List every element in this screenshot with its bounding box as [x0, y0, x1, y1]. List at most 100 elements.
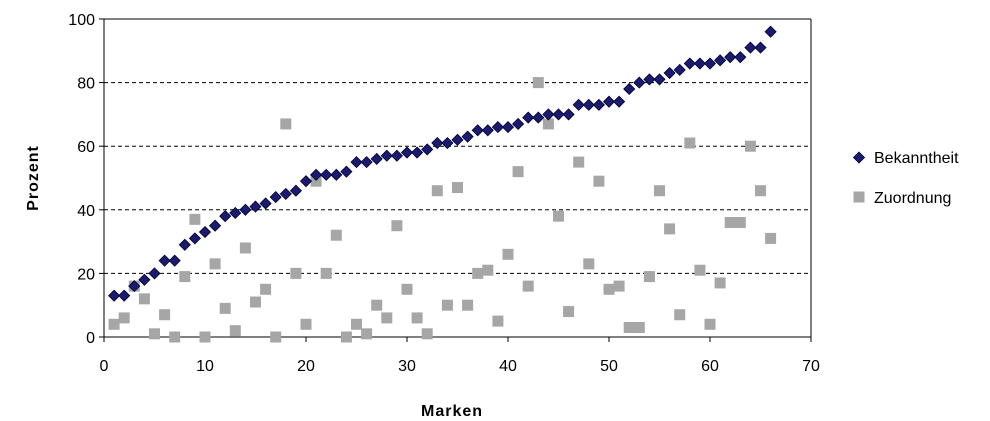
data-point-zuordnung [765, 232, 777, 244]
data-point-zuordnung [431, 185, 443, 197]
y-tick-label: 20 [77, 266, 95, 283]
data-point-zuordnung [330, 229, 342, 241]
data-point-bekanntheit [168, 254, 181, 267]
data-point-bekanntheit [481, 124, 494, 137]
data-point-zuordnung [229, 325, 241, 337]
data-point-zuordnung [411, 312, 423, 324]
data-point-bekanntheit [552, 108, 565, 121]
data-point-bekanntheit [390, 149, 403, 162]
data-point-bekanntheit [501, 121, 515, 134]
data-point-zuordnung [290, 267, 302, 279]
data-point-zuordnung [603, 283, 615, 295]
data-point-zuordnung [138, 293, 150, 305]
data-point-bekanntheit [259, 197, 272, 210]
data-point-bekanntheit [683, 57, 696, 70]
data-point-bekanntheit [592, 98, 605, 111]
data-point-zuordnung [452, 182, 463, 194]
data-point-zuordnung [209, 258, 221, 270]
data-point-zuordnung [553, 210, 564, 222]
data-point-bekanntheit [299, 175, 313, 188]
data-point-zuordnung [482, 264, 494, 276]
data-point-bekanntheit [764, 25, 777, 38]
legend-square-marker [853, 191, 865, 203]
data-point-zuordnung [381, 312, 393, 324]
x-tick-label: 60 [701, 358, 719, 375]
data-point-bekanntheit [633, 76, 646, 89]
data-point-bekanntheit [198, 225, 212, 239]
x-tick-label: 20 [297, 358, 315, 375]
y-axis-ticks: 0 20 40 60 80 100 [68, 12, 104, 347]
data-point-bekanntheit [148, 267, 161, 280]
data-point-zuordnung [401, 283, 413, 295]
data-point-bekanntheit [350, 156, 363, 169]
data-point-zuordnung [310, 175, 322, 187]
data-marks [108, 25, 777, 343]
data-point-bekanntheit [744, 41, 757, 54]
data-point-bekanntheit [451, 133, 464, 146]
data-point-bekanntheit [269, 191, 282, 204]
data-point-bekanntheit [663, 66, 676, 80]
data-point-bekanntheit [431, 136, 444, 150]
data-point-zuordnung [684, 137, 696, 149]
data-point-zuordnung [664, 223, 676, 235]
data-point-bekanntheit [572, 98, 585, 111]
data-point-bekanntheit [754, 41, 767, 54]
data-point-bekanntheit [118, 289, 131, 302]
legend-label-zuordnung: Zuordnung [874, 190, 951, 207]
data-point-zuordnung [280, 118, 292, 130]
data-point-zuordnung [694, 264, 706, 276]
data-point-bekanntheit [330, 168, 343, 181]
data-point-zuordnung [744, 140, 756, 152]
data-point-bekanntheit [673, 63, 686, 76]
data-point-zuordnung [351, 318, 362, 330]
data-point-bekanntheit [653, 73, 666, 86]
data-point-zuordnung [542, 118, 554, 130]
data-point-zuordnung [522, 280, 534, 292]
data-point-bekanntheit [441, 136, 454, 150]
data-point-zuordnung [573, 156, 585, 168]
data-point-zuordnung [755, 185, 766, 197]
data-point-bekanntheit [512, 117, 525, 131]
data-point-bekanntheit [703, 57, 717, 70]
data-point-bekanntheit [734, 51, 747, 64]
data-point-zuordnung [441, 299, 453, 311]
data-point-bekanntheit [542, 108, 555, 121]
data-point-zuordnung [371, 299, 383, 311]
data-point-bekanntheit [400, 146, 414, 159]
data-point-zuordnung [492, 315, 504, 327]
data-point-bekanntheit [461, 130, 474, 143]
data-point-bekanntheit [724, 51, 737, 64]
series-bekanntheit [108, 25, 777, 302]
data-point-zuordnung [300, 318, 312, 330]
y-tick-label: 100 [68, 12, 95, 29]
data-point-bekanntheit [310, 168, 323, 181]
data-point-bekanntheit [209, 219, 222, 232]
data-point-bekanntheit [602, 95, 616, 108]
data-point-bekanntheit [229, 206, 242, 220]
data-point-bekanntheit [421, 143, 434, 156]
data-point-zuordnung [512, 166, 524, 178]
data-point-zuordnung [260, 283, 272, 295]
data-point-bekanntheit [249, 200, 262, 213]
y-tick-label: 60 [77, 139, 95, 156]
legend-item-bekanntheit: Bekanntheit [852, 150, 959, 167]
data-point-zuordnung [108, 318, 120, 330]
data-point-zuordnung [643, 271, 655, 283]
data-point-bekanntheit [188, 232, 201, 245]
data-point-bekanntheit [289, 184, 302, 197]
data-point-bekanntheit [320, 168, 333, 181]
data-point-zuordnung [704, 318, 716, 330]
legend-item-zuordnung: Zuordnung [853, 190, 951, 207]
plot-area [104, 19, 811, 337]
data-point-zuordnung [179, 271, 191, 283]
data-point-bekanntheit [411, 146, 424, 159]
data-point-bekanntheit [582, 98, 595, 111]
data-point-zuordnung [583, 258, 595, 270]
data-point-bekanntheit [380, 149, 393, 162]
data-point-bekanntheit [643, 73, 656, 86]
data-point-zuordnung [199, 331, 211, 343]
data-point-zuordnung [118, 312, 130, 324]
x-tick-label: 70 [802, 358, 820, 375]
x-tick-label: 0 [100, 358, 109, 375]
